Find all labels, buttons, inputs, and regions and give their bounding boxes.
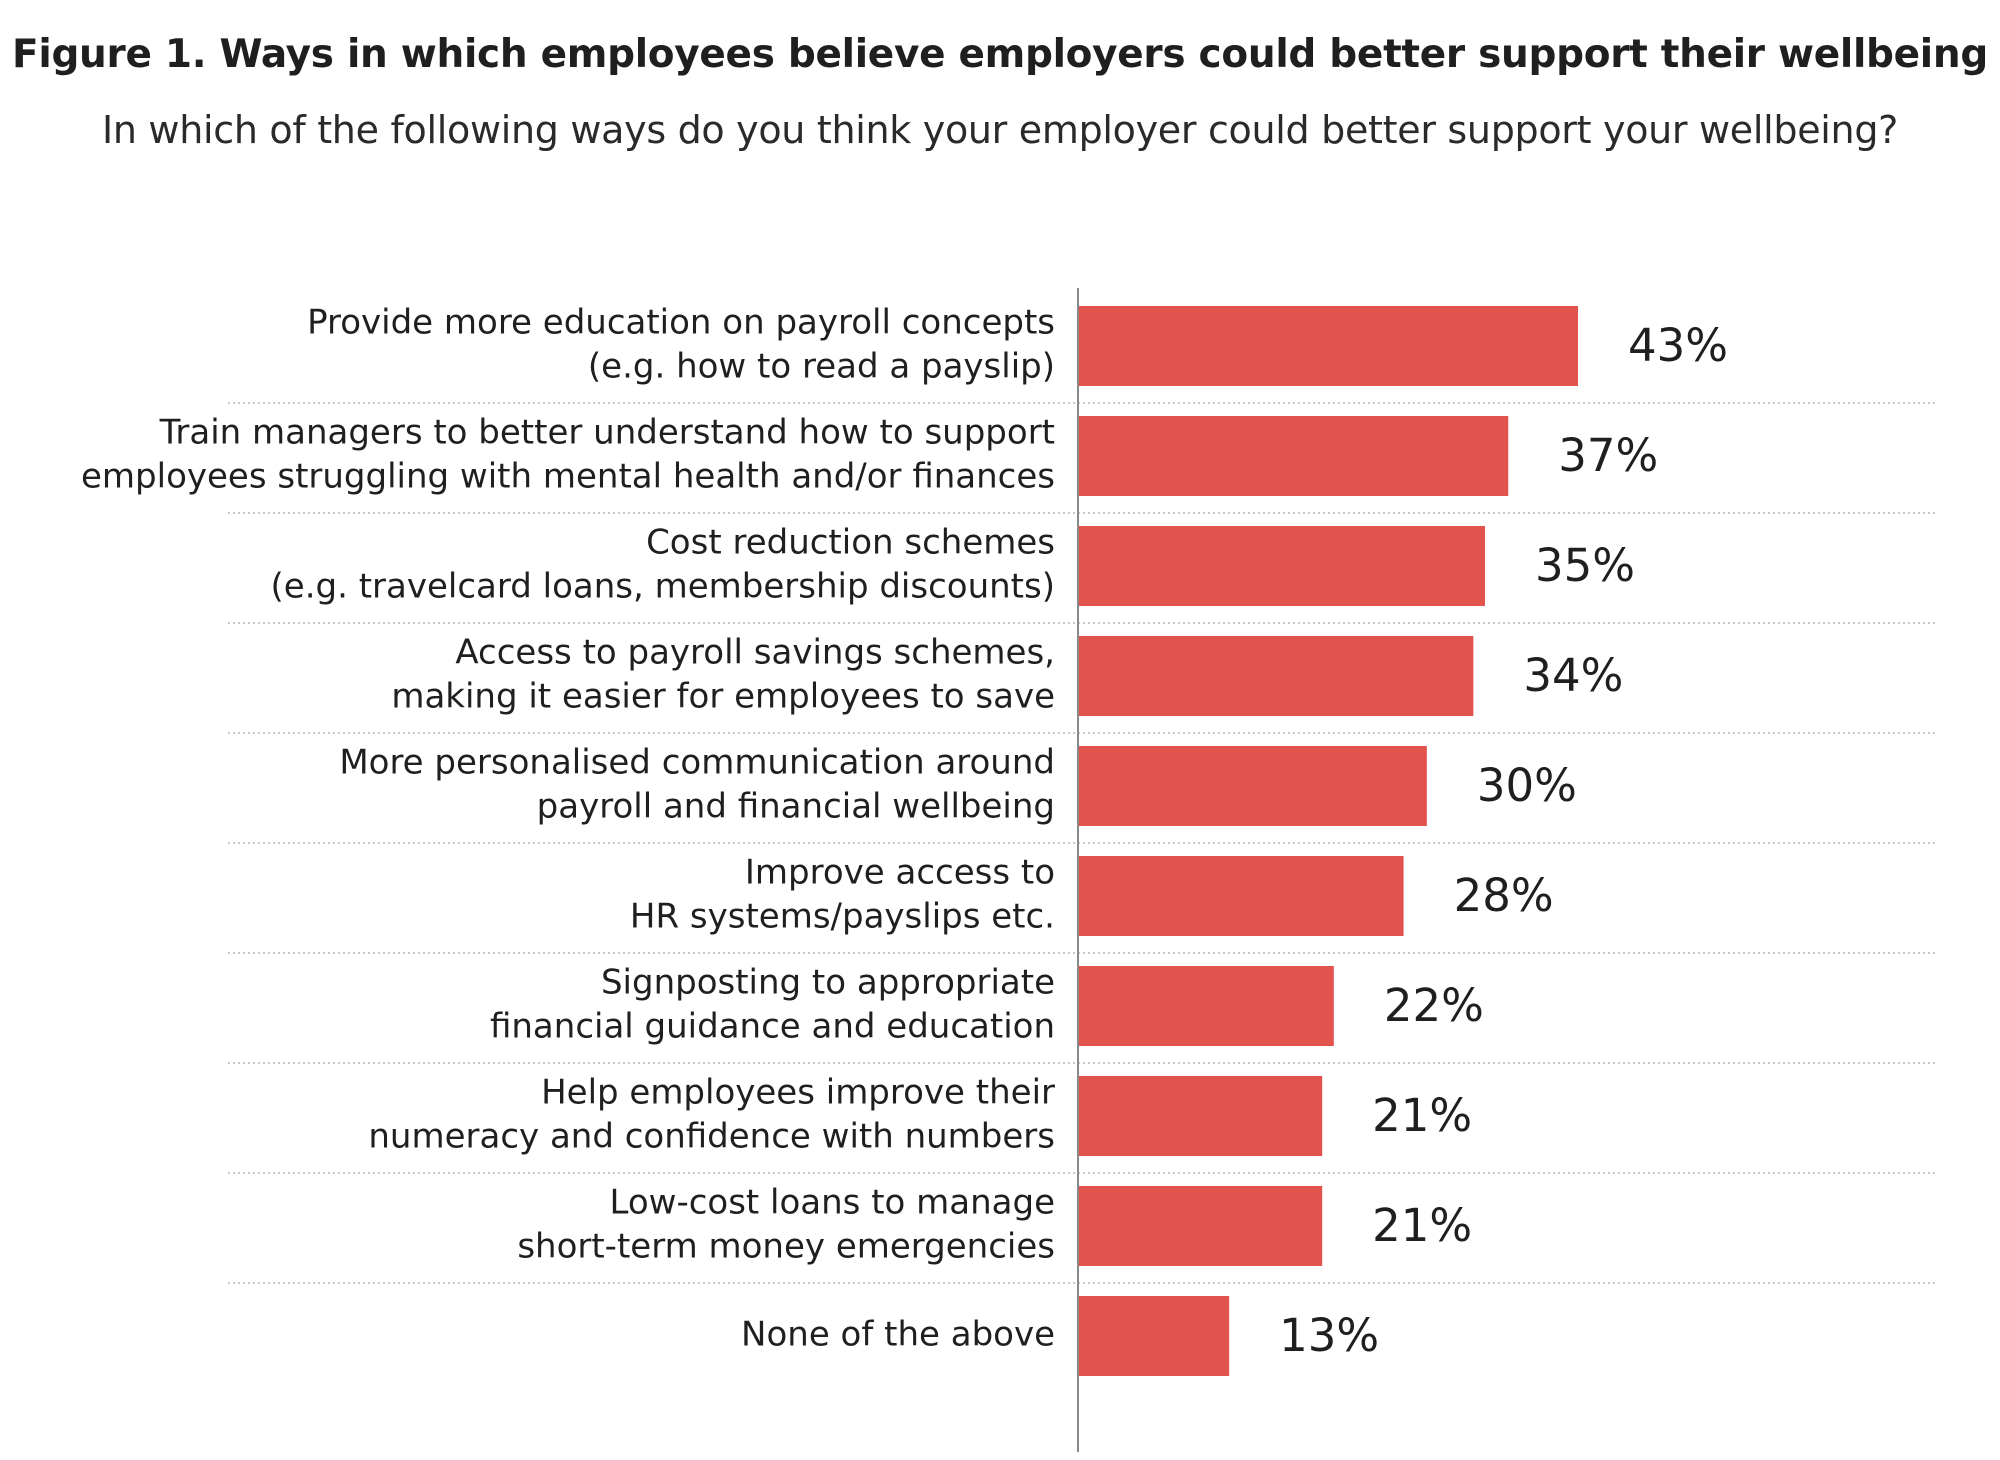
value-label: 13% (1279, 1309, 1379, 1362)
category-label: numeracy and confidence with numbers (368, 1117, 1055, 1157)
category-label: financial guidance and education (490, 1007, 1055, 1047)
category-label: (e.g. how to read a payslip) (588, 347, 1055, 387)
bar (1078, 526, 1485, 606)
value-label: 43% (1628, 319, 1728, 372)
bar (1078, 416, 1509, 496)
category-label: payroll and financial wellbeing (537, 787, 1055, 827)
category-label: Train managers to better understand how … (159, 413, 1055, 453)
bar (1078, 306, 1578, 386)
bar (1078, 856, 1404, 936)
category-label: Improve access to (745, 853, 1055, 893)
bar (1078, 1076, 1323, 1156)
category-label: Help employees improve their (541, 1073, 1055, 1113)
value-label: 28% (1454, 869, 1554, 922)
category-label: More personalised communication around (339, 743, 1055, 783)
category-label: Signposting to appropriate (601, 963, 1055, 1003)
category-label: employees struggling with mental health … (81, 457, 1055, 497)
category-label: None of the above (741, 1315, 1055, 1355)
category-label: making it easier for employees to save (391, 677, 1055, 717)
category-label: Provide more education on payroll concep… (307, 303, 1055, 343)
bar (1078, 966, 1334, 1046)
value-label: 35% (1535, 539, 1635, 592)
value-label: 30% (1477, 759, 1577, 812)
category-label: HR systems/payslips etc. (630, 897, 1055, 937)
bar (1078, 636, 1474, 716)
value-label: 21% (1372, 1199, 1472, 1252)
category-label: Low-cost loans to manage (609, 1183, 1055, 1223)
chart-title: Figure 1. Ways in which employees believ… (12, 32, 1988, 77)
bar (1078, 746, 1427, 826)
value-label: 34% (1523, 649, 1623, 702)
category-label: (e.g. travelcard loans, membership disco… (271, 567, 1055, 607)
bar (1078, 1186, 1323, 1266)
value-label: 22% (1384, 979, 1484, 1032)
value-label: 21% (1372, 1089, 1472, 1142)
category-label: Cost reduction schemes (646, 523, 1055, 563)
category-label: short-term money emergencies (517, 1227, 1055, 1267)
bar (1078, 1296, 1230, 1376)
value-label: 37% (1558, 429, 1658, 482)
chart-subtitle: In which of the following ways do you th… (101, 108, 1899, 152)
category-label: Access to payroll savings schemes, (455, 633, 1055, 673)
